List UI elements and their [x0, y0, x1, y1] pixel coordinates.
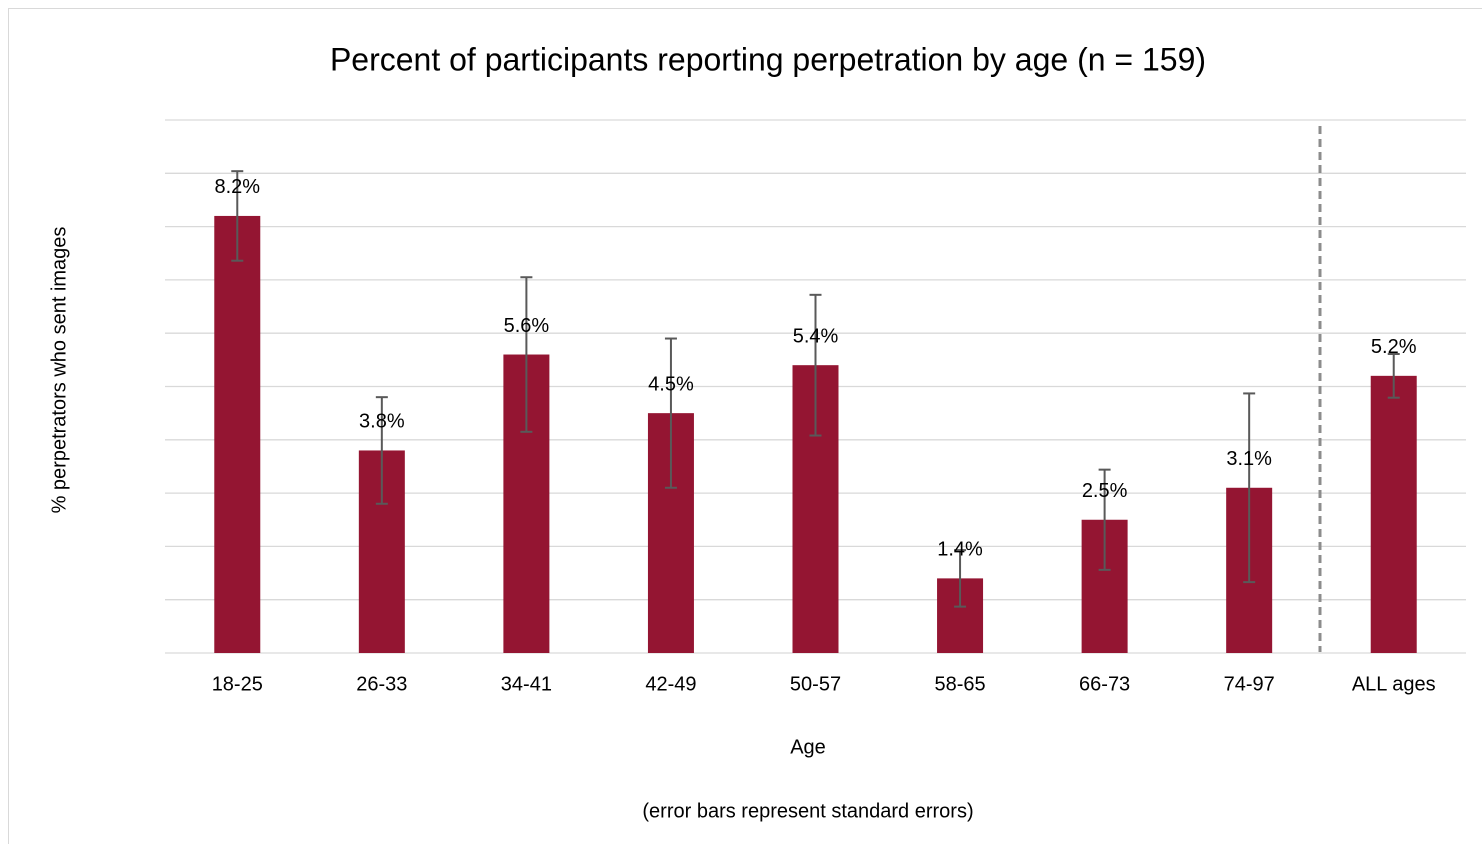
- x-axis-label: Age: [790, 736, 826, 758]
- data-label: 3.1%: [1226, 448, 1272, 470]
- x-tick-label: 74-97: [1224, 673, 1275, 695]
- error-bar: [1387, 352, 1400, 399]
- x-tick-label: 26-33: [356, 673, 407, 695]
- chart-note: (error bars represent standard errors): [642, 800, 973, 822]
- data-label: 5.2%: [1371, 336, 1417, 358]
- x-tick-label: ALL ages: [1352, 673, 1436, 695]
- data-label: 5.4%: [793, 325, 839, 347]
- data-label: 4.5%: [648, 373, 694, 395]
- error-bar: [520, 276, 533, 433]
- error-bar: [664, 337, 677, 489]
- x-tick-label: 50-57: [790, 673, 841, 695]
- bar: [214, 215, 261, 653]
- x-tick-label: 18-25: [212, 673, 263, 695]
- error-bar: [375, 396, 388, 505]
- x-tick-label: 66-73: [1079, 673, 1130, 695]
- x-tick-label: 34-41: [501, 673, 552, 695]
- x-tick-label: 42-49: [645, 673, 696, 695]
- data-label: 2.5%: [1082, 480, 1128, 502]
- error-bar: [1098, 468, 1111, 571]
- data-label: 3.8%: [359, 411, 405, 433]
- error-bar: [809, 293, 822, 437]
- chart-title: Percent of participants reporting perpet…: [330, 41, 1206, 77]
- error-bar: [1243, 392, 1256, 584]
- error-bar: [231, 170, 244, 262]
- data-label: 5.6%: [504, 315, 550, 337]
- data-label: 1.4%: [937, 539, 983, 561]
- bar: [1370, 375, 1417, 653]
- chart-border: [8, 8, 1482, 844]
- data-label: 8.2%: [214, 176, 260, 198]
- x-tick-label: 58-65: [934, 673, 985, 695]
- error-bar: [954, 549, 967, 608]
- y-axis-label: % perpetrators who sent images: [48, 227, 70, 514]
